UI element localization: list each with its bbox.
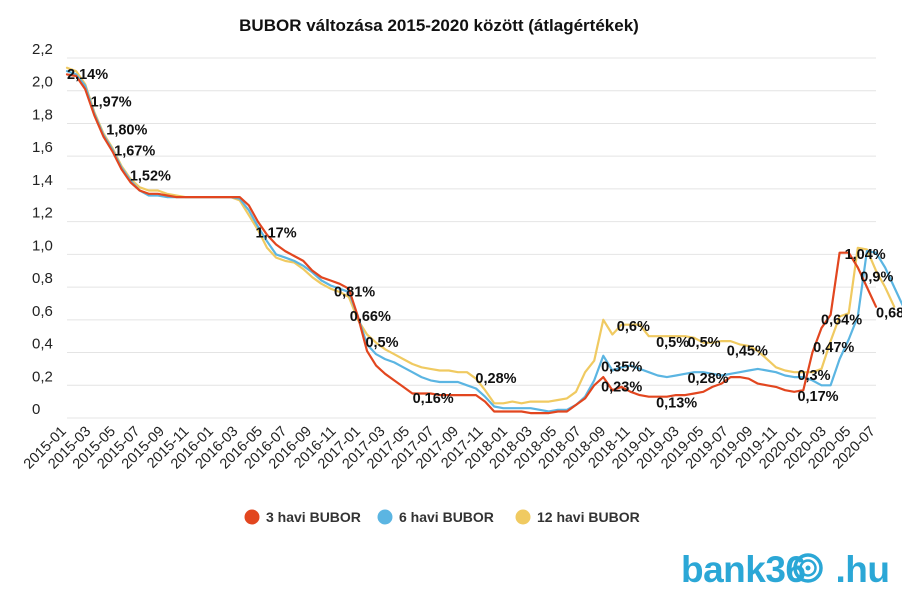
- y-tick-label: 2,0: [32, 74, 53, 91]
- data-label: 0,9%: [860, 270, 893, 286]
- logo-suffix-text: .hu: [836, 549, 890, 590]
- y-tick-label: 0,6: [32, 303, 53, 320]
- data-label: 0,64%: [821, 312, 862, 328]
- y-tick-label: 1,4: [32, 172, 53, 189]
- data-label: 0,81%: [334, 284, 375, 300]
- legend: 3 havi BUBOR 6 havi BUBOR 12 havi BUBOR: [244, 509, 640, 525]
- y-tick-label: 2,2: [32, 41, 53, 58]
- data-label: 0,16%: [413, 391, 454, 407]
- y-tick-label: 1,0: [32, 237, 53, 254]
- data-label: 1,52%: [130, 168, 171, 184]
- data-label: 0,28%: [687, 371, 728, 387]
- legend-marker: [515, 509, 531, 525]
- legend-label: 12 havi BUBOR: [537, 509, 640, 525]
- data-label: 1,04%: [845, 247, 886, 263]
- y-tick-label: 1,8: [32, 106, 53, 123]
- data-label: 2,14%: [67, 67, 108, 83]
- logo-main-text: bank36: [681, 549, 806, 590]
- data-label: 0,13%: [656, 396, 697, 412]
- data-label: 0,28%: [475, 371, 516, 387]
- legend-label: 6 havi BUBOR: [399, 509, 494, 525]
- y-axis-ticks: 0 0,2 0,4 0,6 0,8 1,0 1,2 1,4 1,6 1,8 2,0 2,2: [32, 41, 53, 418]
- logo-spiral-icon: [793, 553, 823, 583]
- data-label: 0,5%: [656, 335, 689, 351]
- bank360-logo: bank36 .hu: [681, 549, 890, 590]
- data-label: 0,5%: [365, 335, 398, 351]
- data-label: 0,45%: [727, 343, 768, 359]
- data-label: 1,67%: [114, 144, 155, 160]
- logo-wordmark: bank36 .hu: [681, 549, 890, 590]
- series-line: [65, 69, 902, 413]
- data-label: 1,17%: [256, 226, 297, 242]
- y-tick-label: 1,2: [32, 205, 53, 222]
- chart-title: BUBOR változása 2015-2020 között (átlagé…: [239, 16, 639, 35]
- legend-item: 3 havi BUBOR: [244, 509, 361, 525]
- data-label: 0,17%: [797, 389, 838, 405]
- data-label: 0,68%: [876, 306, 902, 322]
- legend-item: 6 havi BUBOR: [377, 509, 494, 525]
- series-line: [65, 73, 878, 415]
- data-label: 0,47%: [813, 340, 854, 356]
- data-label: 0,23%: [601, 379, 642, 395]
- data-label: 1,80%: [106, 122, 147, 138]
- data-labels: 2,14% 1,97% 1,80% 1,67% 1,52% 1,17% 0,81% 0,66%…: [67, 67, 902, 412]
- data-label: 0,66%: [350, 309, 391, 325]
- data-label: 0,3%: [797, 368, 830, 384]
- series-lines: [65, 66, 902, 415]
- y-tick-label: 0: [32, 401, 40, 418]
- y-tick-label: 0,8: [32, 270, 53, 287]
- legend-marker: [244, 509, 260, 525]
- y-tick-label: 0,4: [32, 336, 53, 353]
- y-tick-label: 0,2: [32, 368, 53, 385]
- x-axis-ticks: 2015-012015-032015-052015-072015-092015-…: [21, 424, 879, 473]
- legend-marker: [377, 509, 393, 525]
- legend-label: 3 havi BUBOR: [266, 509, 361, 525]
- data-label: 0,35%: [601, 360, 642, 376]
- data-label: 0,5%: [687, 335, 720, 351]
- y-tick-label: 1,6: [32, 139, 53, 156]
- data-label: 0,6%: [617, 319, 650, 335]
- gridlines: [67, 57, 876, 419]
- data-label: 1,97%: [91, 95, 132, 111]
- legend-item: 12 havi BUBOR: [515, 509, 640, 525]
